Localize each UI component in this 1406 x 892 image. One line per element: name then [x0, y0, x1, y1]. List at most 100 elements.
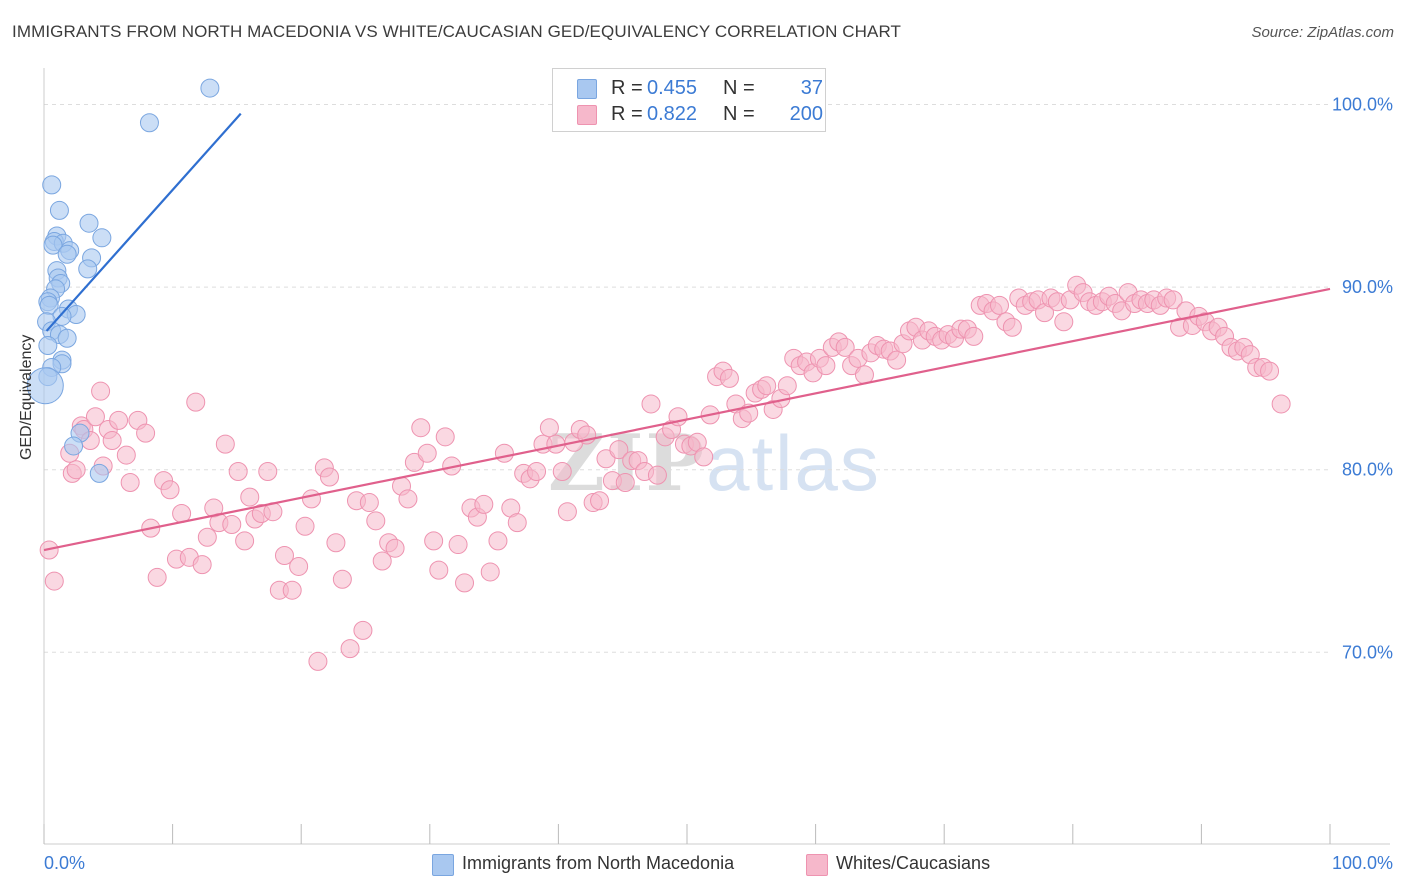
whites-point — [353, 620, 373, 640]
whites-point — [557, 502, 577, 522]
whites-point — [417, 443, 437, 463]
whites-point — [539, 418, 559, 438]
y-tick-label: 80.0% — [1342, 460, 1393, 480]
whites-point — [757, 376, 777, 396]
whites-point — [326, 533, 346, 553]
whites-point — [228, 462, 248, 482]
whites-point — [507, 513, 527, 533]
whites-point — [647, 465, 667, 485]
whites-point — [590, 491, 610, 511]
whites-point — [319, 467, 339, 487]
whites-point — [1054, 312, 1074, 332]
north-macedonia-point — [26, 367, 64, 405]
north-macedonia-point — [139, 113, 159, 133]
y-tick-label: 70.0% — [1342, 642, 1393, 662]
whites-point — [222, 514, 242, 534]
n-value: 37 — [800, 77, 823, 99]
whites-point — [854, 365, 874, 385]
whites-point — [398, 489, 418, 509]
north-macedonia-point — [57, 328, 77, 348]
whites-point — [835, 337, 855, 357]
r-value: 0.455 — [647, 77, 698, 99]
whites-point — [136, 423, 156, 443]
north-macedonia-point — [49, 200, 69, 220]
whites-point — [429, 560, 449, 580]
north-macedonia-point — [57, 244, 77, 264]
whites-point — [258, 462, 278, 482]
whites-point — [274, 546, 294, 566]
north-macedonia-trend-line — [45, 112, 242, 332]
whites-point — [147, 567, 167, 587]
whites-point — [424, 531, 444, 551]
whites-point — [215, 434, 235, 454]
whites-point — [282, 580, 302, 600]
whites-point — [332, 569, 352, 589]
whites-point — [192, 555, 212, 575]
north-macedonia-point — [200, 78, 220, 98]
y-axis-label: GED/Equivalency — [18, 334, 35, 460]
whites-point — [385, 538, 405, 558]
whites-point — [455, 573, 475, 593]
whites-point — [474, 494, 494, 514]
whites-point — [694, 447, 714, 467]
whites-point — [719, 368, 739, 388]
whites-point — [964, 326, 984, 346]
whites-point — [488, 531, 508, 551]
whites-point — [295, 516, 315, 536]
whites-point — [615, 472, 635, 492]
chart-title: IMMIGRANTS FROM NORTH MACEDONIA VS WHITE… — [12, 22, 902, 41]
r-value: 0.822 — [647, 103, 698, 125]
north-macedonia-point — [78, 259, 98, 279]
r-label: R = — [611, 77, 643, 99]
whites-point — [494, 443, 514, 463]
whites-point — [66, 460, 86, 480]
whites-point — [989, 295, 1009, 315]
whites-point — [448, 535, 468, 555]
n-value: 200 — [789, 103, 823, 125]
north-macedonia-point — [79, 213, 99, 233]
whites-point — [116, 445, 136, 465]
whites-point — [411, 418, 431, 438]
whites-point — [372, 551, 392, 571]
whites-point — [160, 480, 180, 500]
legend-swatch-blue — [432, 854, 454, 876]
whites-point — [359, 493, 379, 513]
whites-point — [235, 531, 255, 551]
north-macedonia-point — [38, 336, 58, 356]
whites-point — [527, 462, 547, 482]
north-macedonia-point — [64, 436, 84, 456]
y-tick-label: 100.0% — [1332, 95, 1393, 115]
whites-point — [85, 407, 105, 427]
whites-point — [186, 392, 206, 412]
north-macedonia-point — [89, 463, 109, 483]
whites-point — [404, 452, 424, 472]
legend-label: Immigrants from North Macedonia — [462, 853, 735, 873]
r-label: R = — [611, 103, 643, 125]
whites-point — [240, 487, 260, 507]
whites-point — [340, 639, 360, 659]
y-tick-label: 90.0% — [1342, 277, 1393, 297]
whites-point — [777, 376, 797, 396]
x-tick-label: 0.0% — [44, 853, 85, 873]
whites-point — [366, 511, 386, 531]
blue-swatch — [577, 79, 597, 99]
whites-point — [308, 651, 328, 671]
whites-point — [289, 556, 309, 576]
watermark-atlas: atlas — [706, 419, 881, 507]
whites-point — [435, 427, 455, 447]
legend-swatch-pink — [806, 854, 828, 876]
whites-point — [887, 350, 907, 370]
whites-point — [1002, 317, 1022, 337]
whites-point — [480, 562, 500, 582]
whites-point — [1271, 394, 1291, 414]
legend-label: Whites/Caucasians — [836, 853, 991, 873]
whites-point — [609, 440, 629, 460]
n-label: N = — [723, 77, 755, 99]
whites-trend-line — [43, 287, 1331, 552]
legend: Immigrants from North Macedonia Whites/C… — [0, 852, 1406, 878]
source-label: Source: ZipAtlas.com — [1251, 24, 1394, 41]
whites-point — [44, 571, 64, 591]
north-macedonia-point — [42, 175, 62, 195]
whites-point — [1163, 290, 1183, 310]
